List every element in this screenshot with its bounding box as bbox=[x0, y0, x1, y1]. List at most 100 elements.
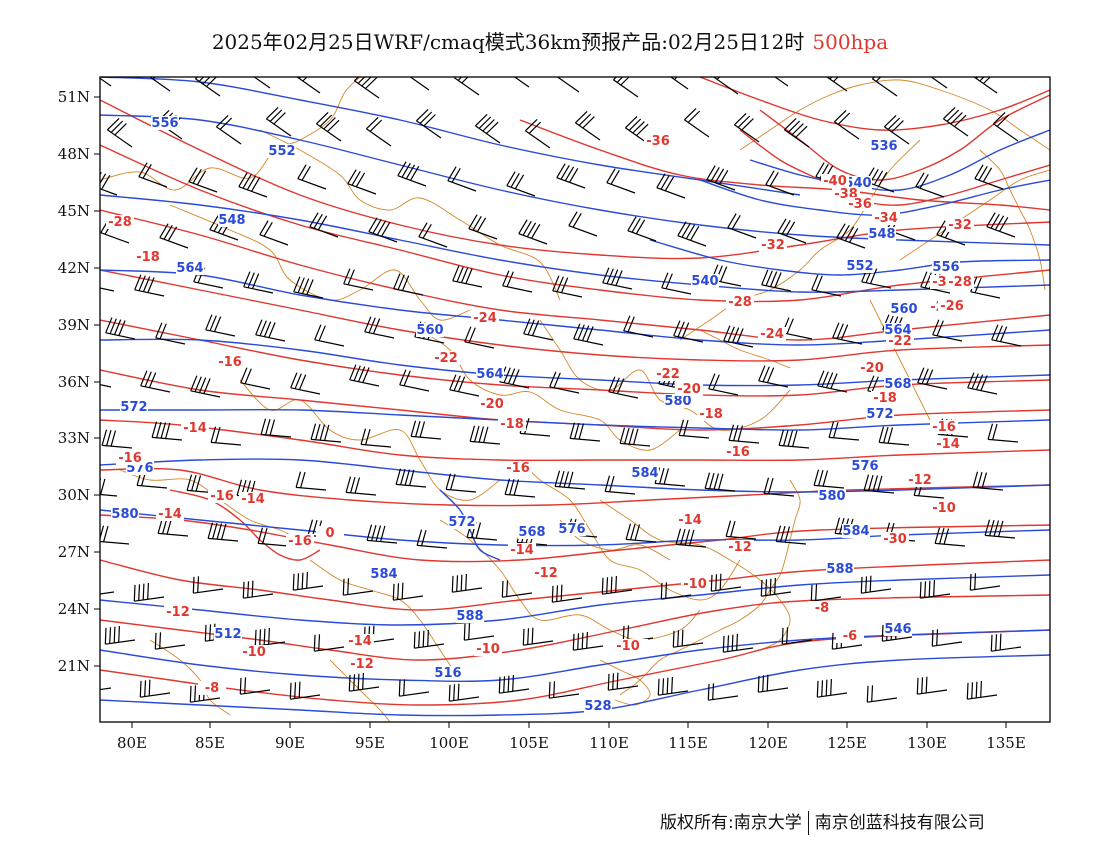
label-bg bbox=[240, 645, 268, 659]
height-contour-label: 548 bbox=[218, 213, 245, 228]
wind-barb bbox=[138, 162, 168, 188]
temperature-contour-label: -12 bbox=[166, 605, 190, 620]
temperature-contour-label: -22 bbox=[434, 351, 458, 366]
wind-barb bbox=[239, 677, 271, 695]
boundary-line bbox=[239, 379, 501, 501]
wind-barb bbox=[673, 320, 704, 343]
boundary-line bbox=[259, 129, 561, 301]
label-bg bbox=[884, 622, 912, 636]
wind-barb bbox=[608, 376, 639, 399]
wind-barb bbox=[189, 683, 221, 703]
label-bg bbox=[872, 211, 900, 225]
wind-barb bbox=[966, 680, 998, 700]
label-bg bbox=[870, 139, 898, 153]
temperature-contour-label: -18 bbox=[136, 250, 160, 265]
label-bg bbox=[726, 295, 754, 309]
lon-tick-label: 95E bbox=[355, 734, 385, 752]
wind-barb bbox=[810, 584, 842, 602]
temperature-contour-label: -14 bbox=[348, 634, 372, 649]
label-bg bbox=[268, 144, 296, 158]
wind-barb bbox=[865, 167, 895, 193]
label-bg bbox=[346, 634, 374, 648]
wind-barb bbox=[100, 478, 118, 497]
label-bg bbox=[946, 275, 974, 289]
temperature-contour-label: -16 bbox=[210, 489, 234, 504]
wind-barb bbox=[349, 364, 380, 387]
label-bg bbox=[532, 566, 560, 580]
wind-barb bbox=[313, 634, 345, 652]
title-main: 2025年02月25日WRF/cmaq模式36km预报产品:02月25日12时 bbox=[211, 30, 805, 54]
wind-barb bbox=[678, 419, 710, 439]
temperature-contour bbox=[100, 559, 1050, 611]
wind-barb bbox=[783, 117, 810, 148]
wind-barb bbox=[991, 324, 1022, 347]
wind-barb bbox=[623, 315, 654, 338]
lon-tick-label: 120E bbox=[748, 734, 788, 752]
lat-tick-label: 42N bbox=[58, 259, 90, 277]
label-bg bbox=[654, 367, 682, 381]
label-bg bbox=[726, 540, 754, 554]
wind-barb bbox=[915, 172, 945, 198]
wind-barb bbox=[573, 323, 604, 346]
wind-barb bbox=[315, 111, 342, 142]
height-contour bbox=[649, 239, 1050, 276]
wind-barb bbox=[154, 632, 186, 650]
wind-barb bbox=[727, 213, 757, 239]
label-bg bbox=[868, 227, 896, 241]
label-bg bbox=[930, 420, 958, 434]
wind-barb bbox=[502, 270, 533, 293]
wind-barb bbox=[619, 427, 651, 447]
temperature-contour-label: -34 bbox=[874, 211, 898, 226]
wind-barb bbox=[418, 222, 448, 248]
wind-barb bbox=[100, 77, 112, 87]
wind-barb bbox=[290, 372, 321, 395]
temperature-contour-label: -20 bbox=[860, 361, 884, 376]
height-contour bbox=[100, 654, 1050, 717]
wind-barb bbox=[297, 164, 327, 190]
wind-barb bbox=[464, 326, 495, 349]
temperature-contour-label: -8 bbox=[815, 601, 829, 616]
lat-tick-label: 39N bbox=[58, 316, 90, 334]
wind-barb bbox=[393, 273, 424, 296]
boundary-line bbox=[869, 299, 931, 421]
wind-barb bbox=[549, 371, 580, 394]
height-contour-label: 540 bbox=[691, 274, 718, 289]
temperature-contour-label: -36 bbox=[646, 134, 670, 149]
wind-barb bbox=[292, 571, 324, 591]
height-contour-label: 556 bbox=[151, 116, 178, 131]
label-bg bbox=[851, 459, 879, 473]
height-contour-label: 552 bbox=[846, 259, 873, 274]
wind-barb bbox=[105, 317, 136, 340]
wind-barb bbox=[360, 428, 392, 448]
height-contour bbox=[100, 408, 1050, 431]
wind-barb bbox=[451, 573, 483, 593]
height-contour bbox=[100, 77, 801, 196]
boundary-line bbox=[619, 479, 801, 696]
label-bg bbox=[946, 218, 974, 232]
wind-barb bbox=[296, 77, 321, 94]
wind-barb bbox=[140, 370, 171, 393]
wind-barb bbox=[760, 577, 792, 597]
height-contour-label: 580 bbox=[111, 507, 138, 522]
label-bg bbox=[866, 407, 894, 421]
label-bg bbox=[208, 489, 236, 503]
wind-barb bbox=[260, 418, 292, 438]
wind-barb bbox=[782, 317, 813, 340]
wind-barb bbox=[677, 221, 707, 247]
boundary-line bbox=[329, 659, 391, 722]
label-bg bbox=[758, 327, 786, 341]
temperature-contour-label: -14 bbox=[936, 437, 960, 452]
wind-barb bbox=[758, 365, 789, 388]
height-contour-label: 576 bbox=[851, 459, 878, 474]
wind-barb bbox=[148, 77, 171, 92]
wind-barb bbox=[917, 367, 948, 390]
wind-barb bbox=[883, 114, 910, 145]
height-contour-label: 580 bbox=[818, 489, 845, 504]
label-bg bbox=[448, 515, 476, 529]
lon-tick-label: 80E bbox=[117, 734, 147, 752]
label-bg bbox=[558, 522, 586, 536]
wind-barb bbox=[347, 169, 377, 195]
wind-barb bbox=[627, 216, 657, 242]
height-contour-label: 556 bbox=[932, 260, 959, 275]
wind-barb bbox=[816, 678, 848, 698]
